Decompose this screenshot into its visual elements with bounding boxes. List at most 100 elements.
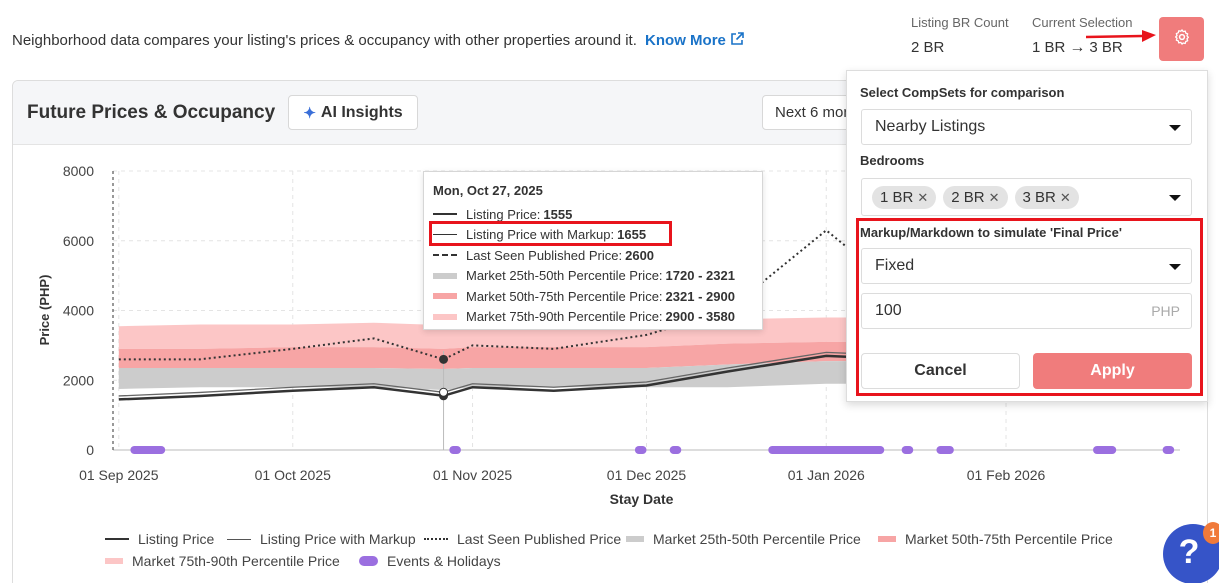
- legend-events[interactable]: Events & Holidays: [359, 553, 501, 569]
- markup-type-select[interactable]: Fixed: [861, 248, 1192, 284]
- x-tick-label: 01 Feb 2026: [967, 467, 1046, 483]
- bedroom-chip: 1 BR ✕: [872, 186, 937, 209]
- compsets-select[interactable]: Nearby Listings: [861, 109, 1192, 145]
- arrow-right-icon: →: [1069, 39, 1086, 56]
- tooltip-label: Last Seen Published Price:: [466, 247, 623, 263]
- markup-amount-input[interactable]: 100 PHP: [861, 293, 1192, 329]
- swatch-listing: [433, 213, 457, 216]
- tooltip-value: 1655: [617, 227, 647, 243]
- legend-swatch: [878, 536, 896, 542]
- legend-swatch: [227, 538, 251, 540]
- current-selection-label: Current Selection: [1032, 15, 1133, 30]
- markup-label: Markup/Markdown to simulate 'Final Price…: [860, 225, 1122, 240]
- event-bar: [669, 446, 682, 454]
- apply-button[interactable]: Apply: [1033, 353, 1192, 389]
- caret-down-icon[interactable]: [1169, 195, 1181, 201]
- legend-swatch: [424, 538, 448, 540]
- legend-label: Market 50th-75th Percentile Price: [905, 531, 1113, 547]
- current-selection: Current Selection 1 BR → 3 BR: [1032, 15, 1132, 57]
- swatch-p75: [433, 313, 457, 320]
- chip-label: 1 BR: [880, 189, 914, 206]
- bedrooms-label: Bedrooms: [860, 153, 925, 168]
- compsets-label: Select CompSets for comparison: [860, 85, 1065, 100]
- legend-swatch: [626, 536, 644, 542]
- ai-insights-button[interactable]: ✦ AI Insights: [288, 95, 418, 130]
- tooltip-label: Listing Price with Markup:: [466, 227, 615, 243]
- tooltip-row-p50: Market 50th-75th Percentile Price: 2321 -…: [433, 286, 753, 307]
- tooltip-value: 2900 - 3580: [665, 309, 735, 325]
- tooltip-row-p75: Market 75th-90th Percentile Price: 2900 -…: [433, 307, 753, 328]
- question-mark-icon: ?: [1178, 532, 1200, 571]
- chart-tooltip: Mon, Oct 27, 2025 Listing Price: 1555 Lis…: [423, 171, 763, 330]
- caret-down-icon: [1169, 264, 1181, 270]
- sparkle-icon: ✦: [303, 104, 316, 122]
- event-bar: [634, 446, 647, 454]
- selection-from: 1 BR: [1032, 39, 1066, 56]
- card-title: Future Prices & Occupancy: [27, 102, 276, 123]
- legend-listing-price[interactable]: Listing Price: [105, 531, 214, 547]
- intro-text: Neighborhood data compares your listing'…: [12, 31, 745, 51]
- selection-to: 3 BR: [1089, 39, 1123, 56]
- tooltip-row-p25: Market 25th-50th Percentile Price: 1720 -…: [433, 266, 753, 287]
- bedrooms-multiselect[interactable]: 1 BR ✕ 2 BR ✕ 3 BR ✕: [861, 178, 1192, 216]
- remove-chip-icon[interactable]: ✕: [988, 189, 1000, 205]
- x-tick-label: 01 Oct 2025: [255, 467, 331, 483]
- event-bar: [1162, 446, 1175, 454]
- gear-icon: [1173, 28, 1191, 51]
- legend-p75[interactable]: Market 75th-90th Percentile Price: [105, 553, 340, 569]
- tooltip-label: Listing Price:: [466, 206, 541, 222]
- event-bar: [936, 446, 954, 454]
- legend-listing-markup[interactable]: Listing Price with Markup: [227, 531, 416, 547]
- tooltip-label: Market 25th-50th Percentile Price:: [466, 268, 663, 284]
- tooltip-row-published: Last Seen Published Price: 2600: [433, 245, 753, 266]
- legend-label: Market 75th-90th Percentile Price: [132, 553, 340, 569]
- tooltip-value: 1720 - 2321: [665, 268, 735, 284]
- event-bar: [449, 446, 461, 454]
- tooltip-value: 2321 - 2900: [665, 288, 735, 304]
- legend-label: Events & Holidays: [387, 553, 501, 569]
- know-more-link[interactable]: Know More: [645, 32, 745, 49]
- markup-unit: PHP: [1151, 303, 1180, 319]
- remove-chip-icon[interactable]: ✕: [1059, 189, 1071, 205]
- swatch-p25: [433, 272, 457, 279]
- legend-label: Last Seen Published Price: [457, 531, 622, 547]
- x-axis-title: Stay Date: [610, 491, 674, 507]
- annotation-arrow-icon: [1086, 30, 1156, 42]
- y-tick-label: 6000: [63, 233, 94, 249]
- legend-published-price[interactable]: Last Seen Published Price: [424, 531, 621, 547]
- highlight-box-markup-settings: [856, 218, 1203, 396]
- ai-insights-label: AI Insights: [320, 103, 403, 121]
- x-tick-label: 01 Jan 2026: [788, 467, 865, 483]
- swatch-p50: [433, 293, 457, 300]
- legend-label: Listing Price with Markup: [260, 531, 416, 547]
- cancel-button[interactable]: Cancel: [861, 353, 1020, 389]
- event-bar: [768, 446, 885, 454]
- event-bar: [130, 446, 166, 454]
- legend-swatch: [105, 538, 129, 540]
- y-tick-label: 2000: [63, 372, 94, 388]
- tooltip-value: 1555: [543, 206, 573, 222]
- caret-down-icon: [1169, 125, 1181, 131]
- chip-label: 2 BR: [951, 189, 985, 206]
- y-tick-label: 4000: [63, 303, 94, 319]
- external-link-icon: [729, 31, 745, 51]
- settings-button[interactable]: [1159, 17, 1204, 61]
- legend-swatch: [359, 556, 378, 566]
- listing-br-value: 2 BR: [911, 39, 945, 56]
- compsets-value: Nearby Listings: [875, 118, 986, 135]
- current-selection-value: 1 BR → 3 BR: [1032, 39, 1132, 57]
- swatch-published: [433, 254, 457, 257]
- legend-p25[interactable]: Market 25th-50th Percentile Price: [626, 531, 861, 547]
- know-more-label: Know More: [645, 32, 726, 49]
- event-bar: [1093, 446, 1117, 454]
- hover-point: [439, 354, 449, 364]
- chip-label: 3 BR: [1022, 189, 1056, 206]
- legend-p50[interactable]: Market 50th-75th Percentile Price: [878, 531, 1113, 547]
- x-tick-label: 01 Sep 2025: [79, 467, 159, 483]
- remove-chip-icon[interactable]: ✕: [917, 189, 929, 205]
- tooltip-value: 2600: [625, 247, 655, 263]
- swatch-markup: [433, 234, 457, 236]
- y-axis-title: Price (PHP): [37, 275, 52, 346]
- tooltip-date: Mon, Oct 27, 2025: [433, 183, 543, 198]
- event-bar: [901, 446, 914, 454]
